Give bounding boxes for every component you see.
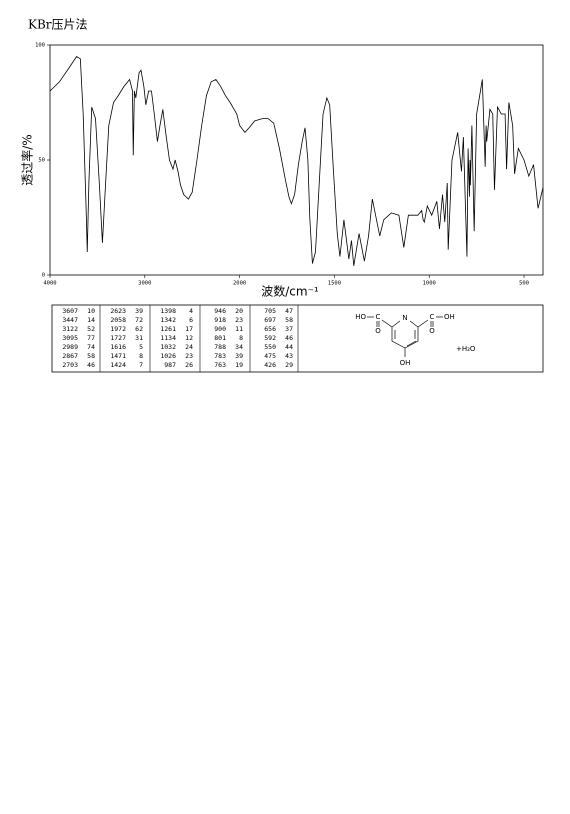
- atom-label: C: [376, 313, 381, 321]
- peak-transmittance: 58: [285, 316, 293, 324]
- peak-wavenumber: 426: [264, 361, 276, 369]
- peak-transmittance: 14: [87, 316, 95, 324]
- atom-label: O: [429, 327, 435, 335]
- y-axis-label: 透过率/%: [20, 134, 35, 185]
- peak-wavenumber: 1471: [110, 352, 126, 360]
- peak-transmittance: 52: [87, 325, 95, 333]
- x-tick-label: 500: [519, 281, 529, 287]
- peak-transmittance: 10: [87, 307, 95, 315]
- peak-transmittance: 4: [189, 307, 193, 315]
- peak-transmittance: 12: [185, 334, 193, 342]
- peak-transmittance: 24: [185, 343, 193, 351]
- peak-transmittance: 26: [185, 361, 193, 369]
- peak-wavenumber: 475: [264, 352, 276, 360]
- peak-transmittance: 20: [235, 307, 243, 315]
- peak-wavenumber: 987: [164, 361, 176, 369]
- peak-wavenumber: 705: [264, 307, 276, 315]
- peak-transmittance: 8: [239, 334, 243, 342]
- peak-wavenumber: 946: [214, 307, 226, 315]
- peak-transmittance: 37: [285, 325, 293, 333]
- x-tick-label: 1500: [328, 281, 341, 287]
- peak-transmittance: 46: [87, 361, 95, 369]
- peak-wavenumber: 697: [264, 316, 276, 324]
- peak-transmittance: 6: [189, 316, 193, 324]
- peak-transmittance: 44: [285, 343, 293, 351]
- atom-label: N: [402, 314, 407, 322]
- peak-transmittance: 5: [139, 343, 143, 351]
- atom-label: C: [430, 313, 435, 321]
- peak-wavenumber: 1261: [160, 325, 176, 333]
- x-tick-label: 3000: [138, 281, 151, 287]
- peak-transmittance: 7: [139, 361, 143, 369]
- y-tick-label: 50: [38, 158, 45, 164]
- peak-wavenumber: 3447: [62, 316, 78, 324]
- peak-transmittance: 74: [87, 343, 95, 351]
- atom-label: OH: [400, 359, 411, 367]
- peak-wavenumber: 918: [214, 316, 226, 324]
- peak-wavenumber: 1026: [160, 352, 176, 360]
- spectrum-line: [49, 55, 544, 266]
- structure-labels: HO C C OH N O O OH +H₂O: [355, 313, 476, 367]
- peak-transmittance: 8: [139, 352, 143, 360]
- peak-wavenumber: 1134: [160, 334, 176, 342]
- peak-wavenumber: 1424: [110, 361, 126, 369]
- structure-bonds: [367, 316, 443, 357]
- table-frame: [51, 304, 544, 373]
- peak-transmittance: 31: [135, 334, 143, 342]
- peak-wavenumber: 2623: [110, 307, 126, 315]
- x-axis-label: 波数/cm⁻¹: [261, 284, 319, 299]
- peak-wavenumber: 2989: [62, 343, 78, 351]
- peak-wavenumber: 1972: [110, 325, 126, 333]
- peak-wavenumber: 3607: [62, 307, 78, 315]
- peak-transmittance: 11: [235, 325, 243, 333]
- atom-label: O: [375, 327, 381, 335]
- peak-wavenumber: 656: [264, 325, 276, 333]
- plot-frame: [49, 44, 544, 276]
- peak-wavenumber: 1342: [160, 316, 176, 324]
- peak-wavenumber: 2703: [62, 361, 78, 369]
- peak-transmittance: 19: [235, 361, 243, 369]
- peak-transmittance: 46: [285, 334, 293, 342]
- peak-wavenumber: 1032: [160, 343, 176, 351]
- peak-wavenumber: 783: [214, 352, 226, 360]
- peak-wavenumber: 1398: [160, 307, 176, 315]
- peak-transmittance: 17: [185, 325, 193, 333]
- x-tick-label: 1000: [423, 281, 436, 287]
- peak-transmittance: 23: [235, 316, 243, 324]
- y-tick-label: 100: [35, 43, 45, 49]
- peak-wavenumber: 3122: [62, 325, 78, 333]
- peak-transmittance: 39: [235, 352, 243, 360]
- peak-transmittance: 47: [285, 307, 293, 315]
- peak-wavenumber: 592: [264, 334, 276, 342]
- peak-transmittance: 58: [87, 352, 95, 360]
- peak-wavenumber: 550: [264, 343, 276, 351]
- atom-label: HO: [355, 313, 366, 321]
- peak-transmittance: 39: [135, 307, 143, 315]
- peak-wavenumber: 763: [214, 361, 226, 369]
- peak-wavenumber: 900: [214, 325, 226, 333]
- peak-transmittance: 62: [135, 325, 143, 333]
- chart-title: KBr压片法: [28, 18, 88, 32]
- peak-transmittance: 72: [135, 316, 143, 324]
- peak-transmittance: 77: [87, 334, 95, 342]
- peak-wavenumber: 1616: [110, 343, 126, 351]
- peak-transmittance: 43: [285, 352, 293, 360]
- peak-transmittance: 34: [235, 343, 243, 351]
- peak-wavenumber: 3095: [62, 334, 78, 342]
- peak-wavenumber: 2867: [62, 352, 78, 360]
- x-tick-label: 4000: [43, 281, 56, 287]
- peak-wavenumber: 2058: [110, 316, 126, 324]
- peak-wavenumber: 788: [214, 343, 226, 351]
- peak-transmittance: 23: [185, 352, 193, 360]
- atom-label: OH: [444, 313, 455, 321]
- peak-wavenumber: 801: [214, 334, 226, 342]
- y-tick-label: 0: [42, 273, 45, 279]
- peak-transmittance: 29: [285, 361, 293, 369]
- hydrate-label: +H₂O: [456, 345, 476, 353]
- peak-wavenumber: 1727: [110, 334, 126, 342]
- x-tick-label: 2000: [233, 281, 246, 287]
